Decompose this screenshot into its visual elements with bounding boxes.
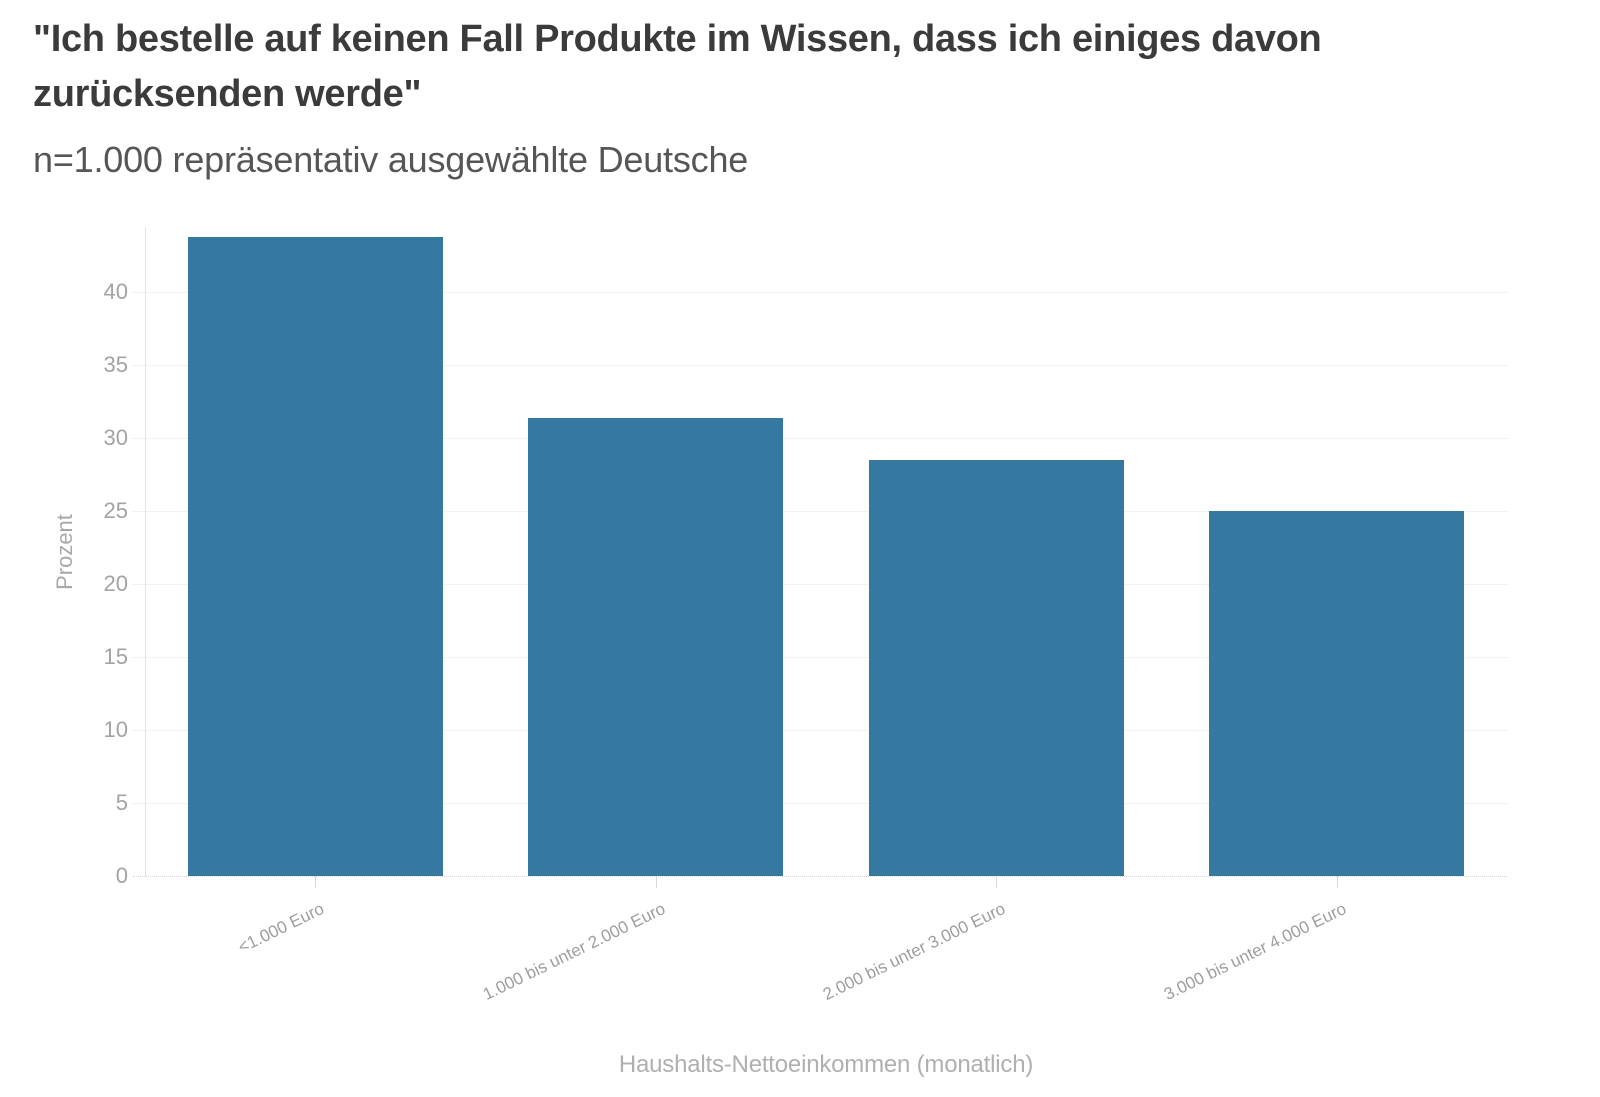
x-tick-label: 3.000 bis unter 4.000 Euro — [1015, 896, 1349, 1004]
y-tick-label: 20 — [103, 571, 128, 597]
bar — [528, 417, 783, 876]
y-tick-label: 40 — [103, 279, 128, 305]
y-tick-label: 5 — [115, 790, 128, 816]
y-tick-label: 15 — [103, 644, 128, 670]
chart-title: "Ich bestelle auf keinen Fall Produkte i… — [33, 18, 1322, 115]
x-tick-mark — [996, 876, 997, 888]
x-tick-label-text: 3.000 bis unter 4.000 Euro — [1160, 899, 1349, 1004]
x-tick-label-text: 1.000 bis unter 2.000 Euro — [479, 899, 668, 1004]
x-tick-label: <1.000 Euro — [0, 896, 327, 957]
y-axis-line — [145, 228, 146, 876]
y-tick-label: 30 — [103, 425, 128, 451]
bar — [869, 460, 1124, 876]
gridline — [133, 657, 1507, 659]
chart-header: "Ich bestelle auf keinen Fall Produkte i… — [33, 12, 1493, 182]
x-tick-label-text: <1.000 Euro — [234, 899, 327, 957]
gridline — [133, 438, 1507, 440]
x-tick-mark — [656, 876, 657, 888]
y-tick-label: 10 — [103, 717, 128, 743]
x-tick-mark — [1337, 876, 1338, 888]
y-tick-label: 35 — [103, 352, 128, 378]
gridline — [133, 803, 1507, 805]
x-axis-baseline — [133, 876, 1507, 877]
gridline — [133, 511, 1507, 513]
bar — [188, 236, 443, 876]
x-tick-label-text: 2.000 bis unter 3.000 Euro — [819, 899, 1008, 1004]
y-tick-label: 25 — [103, 498, 128, 524]
chart-subtitle: n=1.000 repräsentativ ausgewählte Deutsc… — [33, 139, 749, 180]
x-tick-label: 1.000 bis unter 2.000 Euro — [334, 896, 668, 1004]
gridline — [133, 584, 1507, 586]
y-tick-label: 0 — [115, 863, 128, 888]
x-tick-label: 2.000 bis unter 3.000 Euro — [674, 896, 1008, 1004]
x-axis-title: Haushalts-Nettoeinkommen (monatlich) — [618, 1051, 1034, 1078]
bar — [1209, 511, 1464, 876]
gridline — [133, 730, 1507, 732]
gridline — [133, 365, 1507, 367]
gridline — [133, 292, 1507, 294]
y-axis-title: Prozent — [52, 514, 77, 590]
x-tick-mark — [315, 876, 316, 888]
